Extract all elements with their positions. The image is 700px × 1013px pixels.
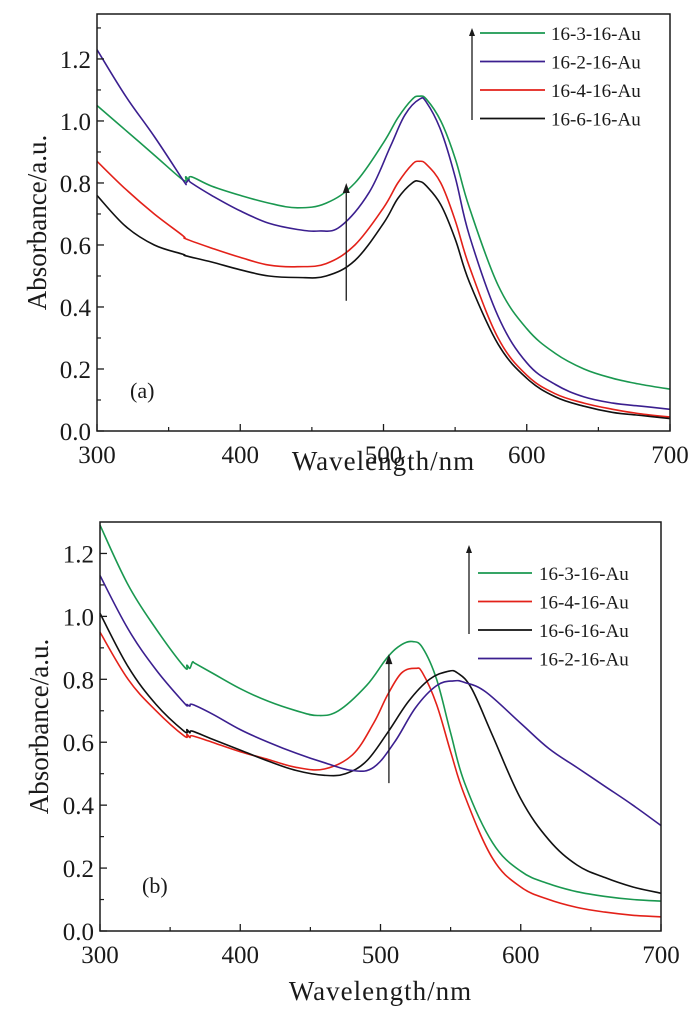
legend-label: 16-6-16-Au (539, 621, 629, 642)
y-tick-label: 1.0 (63, 604, 94, 631)
legend-arrow-head (466, 545, 472, 553)
y-axis-title: Absorbance/a.u. (22, 135, 52, 310)
ticks: 300 400 500 600 700 0.0 0.2 0.4 0.6 0.8 1.0 1.2 (60, 27, 689, 469)
x-tick-label: 400 (222, 442, 260, 469)
x-tick-label: 300 (78, 442, 116, 469)
y-tick-label: 0.2 (63, 856, 94, 883)
series-line-16-4-16-Au (96, 160, 671, 418)
x-tick-label: 600 (502, 942, 540, 969)
arrow-head (342, 182, 350, 193)
x-axis-title: Wavelength/nm (292, 446, 475, 476)
legend-label: 16-4-16-Au (551, 81, 641, 102)
y-axis-title: Absorbance/a.u. (24, 639, 54, 814)
y-tick-label: 0.0 (63, 919, 94, 946)
y-tick-label: 1.0 (60, 109, 91, 136)
legend-label: 16-3-16-Au (551, 24, 641, 45)
x-tick-label: 700 (642, 942, 680, 969)
panel-label: (b) (142, 873, 168, 898)
panel-a: 300 400 500 600 700 0.0 0.2 0.4 0.6 0.8 1.0 1.2 (a)… (22, 13, 689, 476)
x-tick-label: 400 (222, 942, 260, 969)
y-tick-label: 0.2 (60, 357, 91, 384)
y-tick-label: 0.6 (60, 233, 91, 260)
series-line-16-2-16-Au (99, 575, 662, 827)
legend: 16-3-16-Au 16-2-16-Au 16-4-16-Au 16-6-16-Au (469, 24, 641, 131)
y-tick-label: 0.8 (60, 171, 91, 198)
legend: 16-3-16-Au 16-4-16-Au 16-6-16-Au 16-2-16-Au (466, 545, 629, 671)
x-tick-label: 600 (508, 442, 546, 469)
panel-b: 300 400 500 600 700 0.0 0.2 0.4 0.6 0.8 1.0 1.2 (b)… (24, 521, 680, 1006)
x-tick-label: 500 (365, 442, 403, 469)
ticks: 300 400 500 600 700 0.0 0.2 0.4 0.6 0.8 1.0 1.2 (63, 541, 680, 969)
series-line-16-2-16-Au (96, 49, 671, 411)
legend-label: 16-2-16-Au (551, 53, 641, 74)
legend-label: 16-6-16-Au (551, 110, 641, 131)
series-line-16-3-16-Au (99, 524, 662, 902)
x-tick-label: 300 (81, 942, 119, 969)
y-tick-label: 1.2 (63, 541, 94, 568)
y-tick-label: 0.4 (60, 295, 92, 322)
series-line-16-6-16-Au (99, 612, 662, 894)
panel-label: (a) (130, 378, 154, 403)
legend-label: 16-2-16-Au (539, 650, 629, 671)
x-axis-title: Wavelength/nm (289, 976, 472, 1006)
legend-arrow-head (469, 28, 475, 36)
arrow-head (385, 654, 393, 665)
series-line-16-3-16-Au (96, 95, 671, 390)
x-tick-label: 700 (651, 442, 689, 469)
x-tick-label: 500 (362, 942, 400, 969)
y-tick-label: 0.4 (63, 793, 95, 820)
y-tick-label: 0.6 (63, 730, 94, 757)
y-tick-label: 0.8 (63, 667, 94, 694)
legend-label: 16-4-16-Au (539, 593, 629, 614)
series-line-16-6-16-Au (96, 180, 671, 420)
series-layer (96, 49, 671, 420)
trend-arrow (342, 182, 350, 301)
trend-arrow (385, 654, 393, 784)
series-line-16-4-16-Au (99, 631, 662, 918)
y-tick-label: 0.0 (60, 419, 91, 446)
series-layer (99, 524, 662, 918)
legend-label: 16-3-16-Au (539, 564, 629, 585)
y-tick-label: 1.2 (60, 47, 91, 74)
